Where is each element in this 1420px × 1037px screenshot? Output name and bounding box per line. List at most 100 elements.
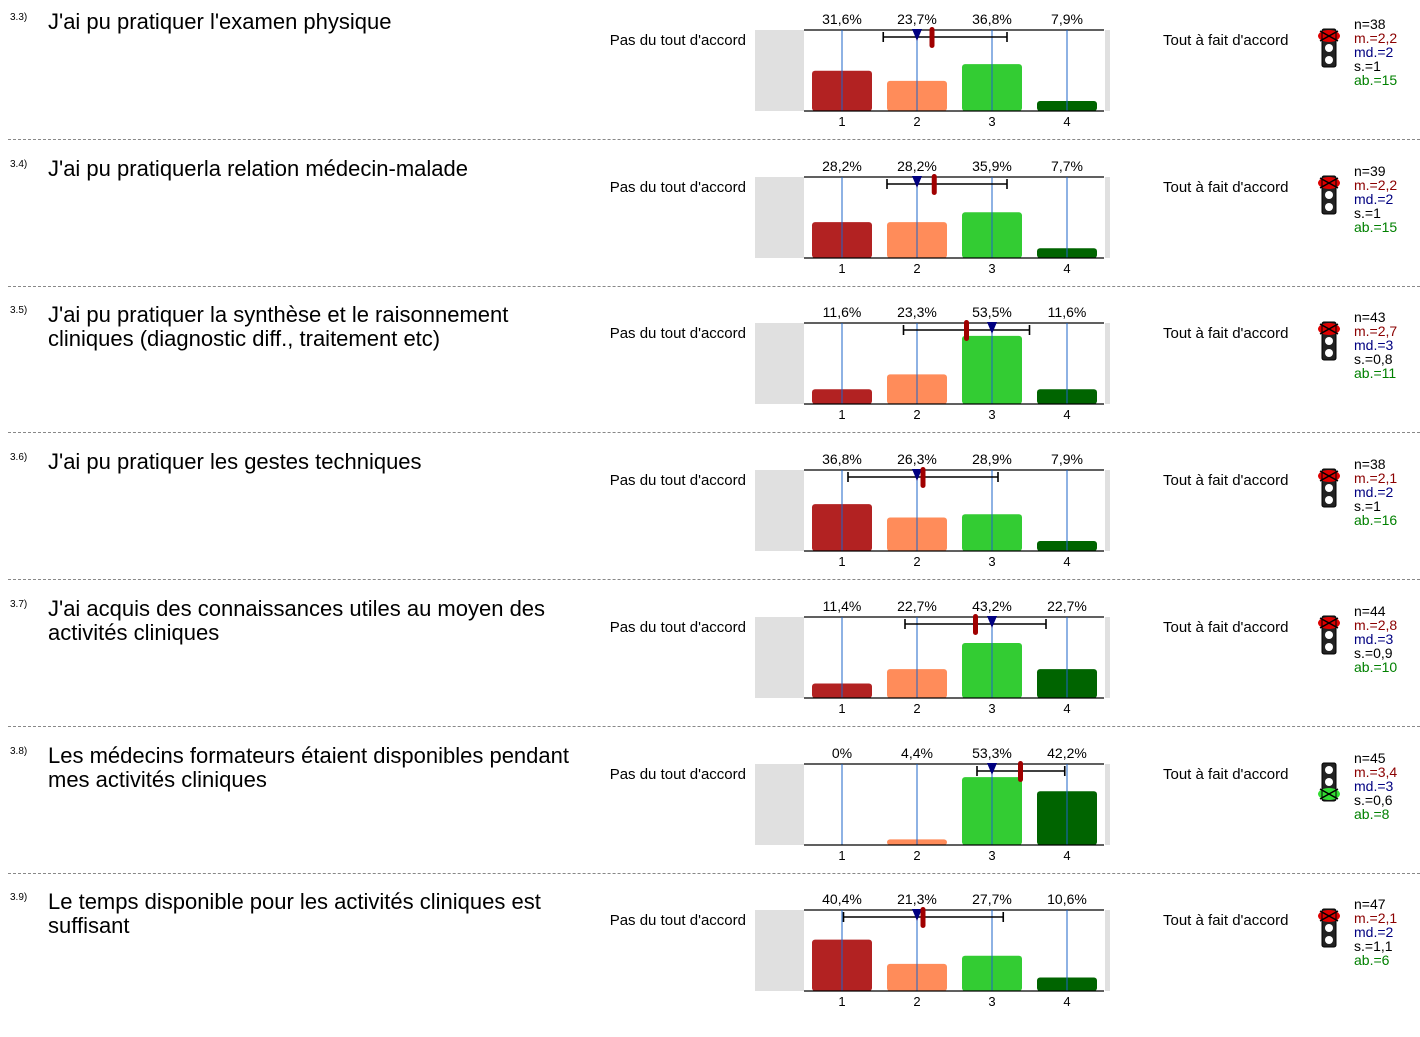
row-separator [8, 432, 1420, 434]
light-lamp [1325, 349, 1333, 358]
traffic-light-icon [1318, 28, 1340, 68]
median-marker [912, 175, 922, 188]
mean-marker [920, 907, 926, 929]
median-marker [987, 322, 997, 335]
scale-left-label: Pas du tout d'accord [609, 912, 746, 930]
tick-label: 3 [988, 848, 995, 863]
percentage-label: 0% [832, 745, 852, 761]
traffic-light-icon [1318, 615, 1340, 655]
left-shade [755, 763, 804, 845]
stat-m: m.=2,2 [1354, 176, 1398, 193]
question-number: 3.7) [10, 598, 28, 610]
stat-m: m.=2,7 [1354, 323, 1398, 340]
stat-s: s.=0,9 [1354, 644, 1393, 661]
lamp-cross [1319, 323, 1339, 336]
question-number: 3.9) [10, 892, 28, 904]
right-shade [1105, 323, 1110, 405]
left-shade [755, 616, 804, 698]
percentage-label: 35,9% [972, 158, 1012, 174]
mean-marker [931, 173, 937, 195]
stat-n: n=38 [1354, 16, 1386, 32]
row-separator [8, 285, 1420, 287]
tick-label: 2 [913, 994, 920, 1009]
mean-marker [920, 467, 926, 489]
tick-label: 4 [1063, 848, 1070, 863]
question-row: 3.8) Les médecins formateurs étaient disp… [0, 743, 1420, 891]
light-outline [1321, 321, 1337, 361]
right-shade [1105, 763, 1110, 845]
percentage-label: 7,7% [1051, 158, 1083, 174]
left-shade [755, 176, 804, 258]
tick-label: 4 [1063, 994, 1070, 1009]
traffic-light-icon [1318, 321, 1340, 361]
lamp-cross [1319, 177, 1339, 189]
stat-ab: ab.=11 [1354, 365, 1397, 382]
distribution-chart: 11,6% 1 23,3% 2 53,5% 3 11,6% 4 [755, 304, 1110, 422]
stat-ab: ab.=10 [1354, 658, 1398, 675]
stat-n: n=45 [1354, 749, 1386, 766]
right-shade [1105, 616, 1110, 698]
stats-block: n=44 m.=2,8 md.=3 s.=0,9 ab.=10 [1354, 604, 1397, 674]
tick-label: 3 [988, 701, 995, 716]
scale-right-label: Tout à fait d'accord [1163, 325, 1289, 343]
percentage-label: 11,6% [1048, 304, 1087, 320]
percentage-label: 27,7% [972, 891, 1012, 907]
light-outline [1321, 175, 1337, 215]
stat-n: n=43 [1354, 309, 1386, 326]
stat-md: md.=2 [1354, 484, 1394, 501]
left-shade [755, 910, 804, 992]
distribution-chart: 31,6% 1 23,7% 2 36,8% 3 7,9% 4 [755, 11, 1110, 129]
distribution-chart: 28,2% 1 28,2% 2 35,9% 3 7,7% 4 [755, 158, 1110, 276]
stats-block: n=38 m.=2,1 md.=2 s.=1 ab.=16 [1354, 457, 1397, 527]
question-text: J'ai acquis des connaissances utiles au … [48, 595, 546, 645]
light-lamp [1325, 642, 1333, 651]
question-row: 3.6) J'ai pu pratiquer les gestes techniq… [0, 450, 1420, 597]
right-shade [1105, 470, 1110, 552]
stat-m: m.=2,8 [1354, 616, 1398, 633]
stat-s: s.=1 [1354, 58, 1381, 74]
mean-marker [973, 613, 978, 635]
stat-ab: ab.=15 [1354, 72, 1398, 88]
percentage-label: 28,9% [972, 451, 1012, 467]
right-shade [1105, 176, 1110, 258]
percentage-label: 22,7% [897, 598, 937, 614]
percentage-label: 36,8% [822, 451, 862, 467]
mean-marker [964, 320, 969, 342]
question-row: 3.9) Le temps disponible pour les activit… [0, 890, 1420, 1037]
scale-right-label: Tout à fait d'accord [1163, 178, 1289, 196]
tick-label: 3 [988, 554, 995, 569]
percentage-label: 43,2% [972, 598, 1012, 614]
left-shade [755, 323, 804, 405]
stat-ab: ab.=16 [1354, 512, 1398, 529]
percentage-label: 28,2% [822, 158, 862, 174]
stat-ab: ab.=8 [1354, 805, 1390, 822]
scale-left-label: Pas du tout d'accord [609, 472, 746, 490]
distribution-chart: 0% 1 4,4% 2 53,3% 3 42,2% 4 [755, 745, 1110, 863]
light-outline [1321, 615, 1337, 655]
light-lamp [1325, 630, 1333, 639]
question-row: 3.4) J'ai pu pratiquerla relation médecin… [0, 156, 1420, 304]
scale-left-label: Pas du tout d'accord [609, 178, 746, 196]
tick-label: 4 [1063, 554, 1070, 569]
scale-left-label: Pas du tout d'accord [609, 32, 746, 49]
lamp-cross [1319, 617, 1339, 629]
tick-label: 3 [988, 114, 995, 129]
question-row: 3.7) J'ai acquis des connaissances utiles… [0, 595, 1420, 744]
percentage-label: 7,9% [1051, 11, 1083, 27]
stat-ab: ab.=15 [1354, 218, 1398, 235]
tick-label: 3 [988, 994, 995, 1009]
question-number: 3.3) [10, 12, 28, 23]
tick-label: 4 [1063, 407, 1070, 422]
percentage-label: 21,3% [897, 891, 937, 907]
right-shade [1105, 910, 1110, 992]
median-marker [912, 469, 922, 482]
percentage-label: 28,2% [897, 158, 937, 174]
stat-s: s.=1,1 [1354, 938, 1393, 955]
tick-label: 1 [838, 114, 845, 129]
mean-marker [1018, 760, 1023, 782]
distribution-chart: 11,4% 1 22,7% 2 43,2% 3 22,7% 4 [755, 598, 1110, 716]
tick-label: 4 [1063, 701, 1070, 716]
stat-s: s.=0,8 [1354, 351, 1393, 368]
left-shade [755, 470, 804, 552]
tick-label: 1 [838, 261, 845, 276]
